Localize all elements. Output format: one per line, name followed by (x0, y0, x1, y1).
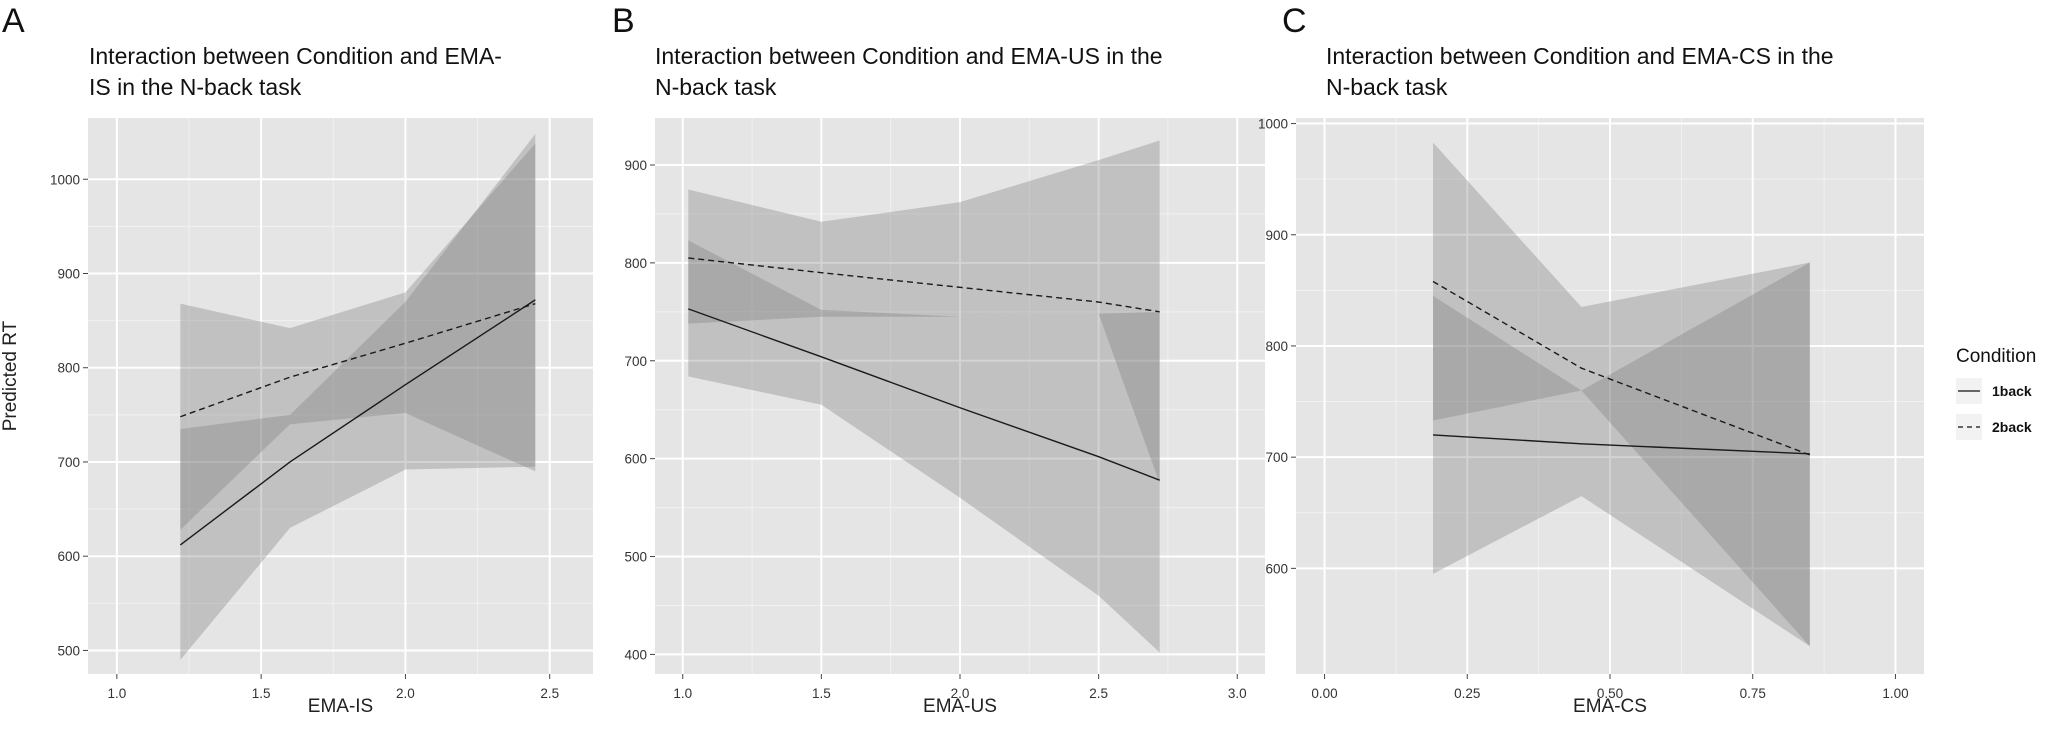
panel-letter-b: B (612, 2, 635, 40)
x-tick-label-b: 1.0 (673, 686, 692, 701)
ci-band-2back-a (180, 143, 536, 530)
ci-band-1back-a (180, 134, 536, 660)
y-tick-label-c: 700 (1265, 450, 1288, 465)
y-axis-label: Predicted RT (0, 320, 21, 431)
ci-band-1back-b (688, 240, 1160, 653)
y-tick-label-b: 500 (624, 550, 647, 565)
x-tick-label-a: 2.0 (396, 686, 415, 701)
panel-title-b-line-1: Interaction between Condition and EMA-US… (655, 43, 1163, 69)
line-2back-b (688, 257, 1160, 313)
line-1back-c (1432, 434, 1810, 455)
line-1back-b (688, 308, 1160, 481)
x-axis-label-b: EMA-US (923, 696, 997, 717)
x-tick-label-c: 0.75 (1740, 686, 1766, 701)
y-tick-label-b: 900 (624, 158, 647, 173)
plot-background-a (88, 118, 593, 674)
panel-c: C Interaction between Condition and EMA-C… (1258, 2, 1924, 717)
panel-title-c-line-1: Interaction between Condition and EMA-CS… (1326, 43, 1834, 69)
ci-band-2back-b (688, 140, 1160, 484)
ci-band-2back-c (1433, 142, 1810, 647)
panel-letter-a: A (2, 2, 25, 40)
legend-label-1back: 1back (1992, 383, 2032, 399)
ci-band-1back-c (1433, 262, 1810, 647)
x-axis-label-a: EMA-IS (308, 696, 373, 717)
panel-letter-c: C (1282, 2, 1307, 40)
y-tick-label-c: 600 (1265, 561, 1288, 576)
y-tick-label-a: 700 (57, 455, 80, 470)
y-tick-label-b: 800 (624, 256, 647, 271)
x-axis-label-c: EMA-CS (1573, 696, 1647, 717)
panel-title-a-line-1: Interaction between Condition and EMA- (89, 43, 502, 69)
x-tick-label-b: 3.0 (1228, 686, 1247, 701)
legend-title: Condition (1956, 346, 2036, 367)
line-1back-a (179, 299, 536, 546)
legend-entry-2back: 2back (1956, 414, 2032, 440)
y-tick-label-a: 1000 (50, 172, 80, 187)
panel-a: A Interaction between Condition and EMA- I… (2, 2, 593, 717)
panel-title-c-line-2: N-back task (1326, 74, 1448, 100)
y-tick-label-c: 800 (1265, 339, 1288, 354)
x-tick-label-c: 0.50 (1597, 686, 1623, 701)
line-2back-c (1432, 280, 1811, 456)
x-tick-label-a: 2.5 (540, 686, 559, 701)
x-tick-label-a: 1.0 (107, 686, 126, 701)
panel-title-a-line-2: IS in the N-back task (89, 74, 302, 100)
panel-b: B Interaction between Condition and EMA-U… (612, 2, 1265, 717)
panel-title-b-line-2: N-back task (655, 74, 777, 100)
y-tick-label-a: 800 (57, 361, 80, 376)
x-tick-label-b: 2.0 (951, 686, 970, 701)
y-tick-label-b: 400 (624, 647, 647, 662)
panels-group: A Interaction between Condition and EMA- I… (2, 2, 1924, 717)
y-tick-label-b: 700 (624, 354, 647, 369)
x-tick-label-b: 1.5 (812, 686, 831, 701)
x-tick-label-c: 1.00 (1882, 686, 1908, 701)
legend-label-2back: 2back (1992, 419, 2032, 435)
y-tick-label-a: 900 (57, 266, 80, 281)
x-tick-label-c: 0.00 (1311, 686, 1337, 701)
x-tick-label-a: 1.5 (252, 686, 271, 701)
y-tick-label-c: 1000 (1258, 117, 1288, 132)
line-2back-a (180, 302, 536, 418)
y-tick-label-a: 600 (57, 549, 80, 564)
legend: Condition 1back 2back (1956, 346, 2036, 440)
x-tick-label-c: 0.25 (1454, 686, 1480, 701)
y-tick-label-a: 500 (57, 643, 80, 658)
legend-entry-1back: 1back (1956, 378, 2032, 404)
x-tick-label-b: 2.5 (1089, 686, 1108, 701)
y-tick-label-c: 900 (1265, 228, 1288, 243)
y-tick-label-b: 600 (624, 452, 647, 467)
